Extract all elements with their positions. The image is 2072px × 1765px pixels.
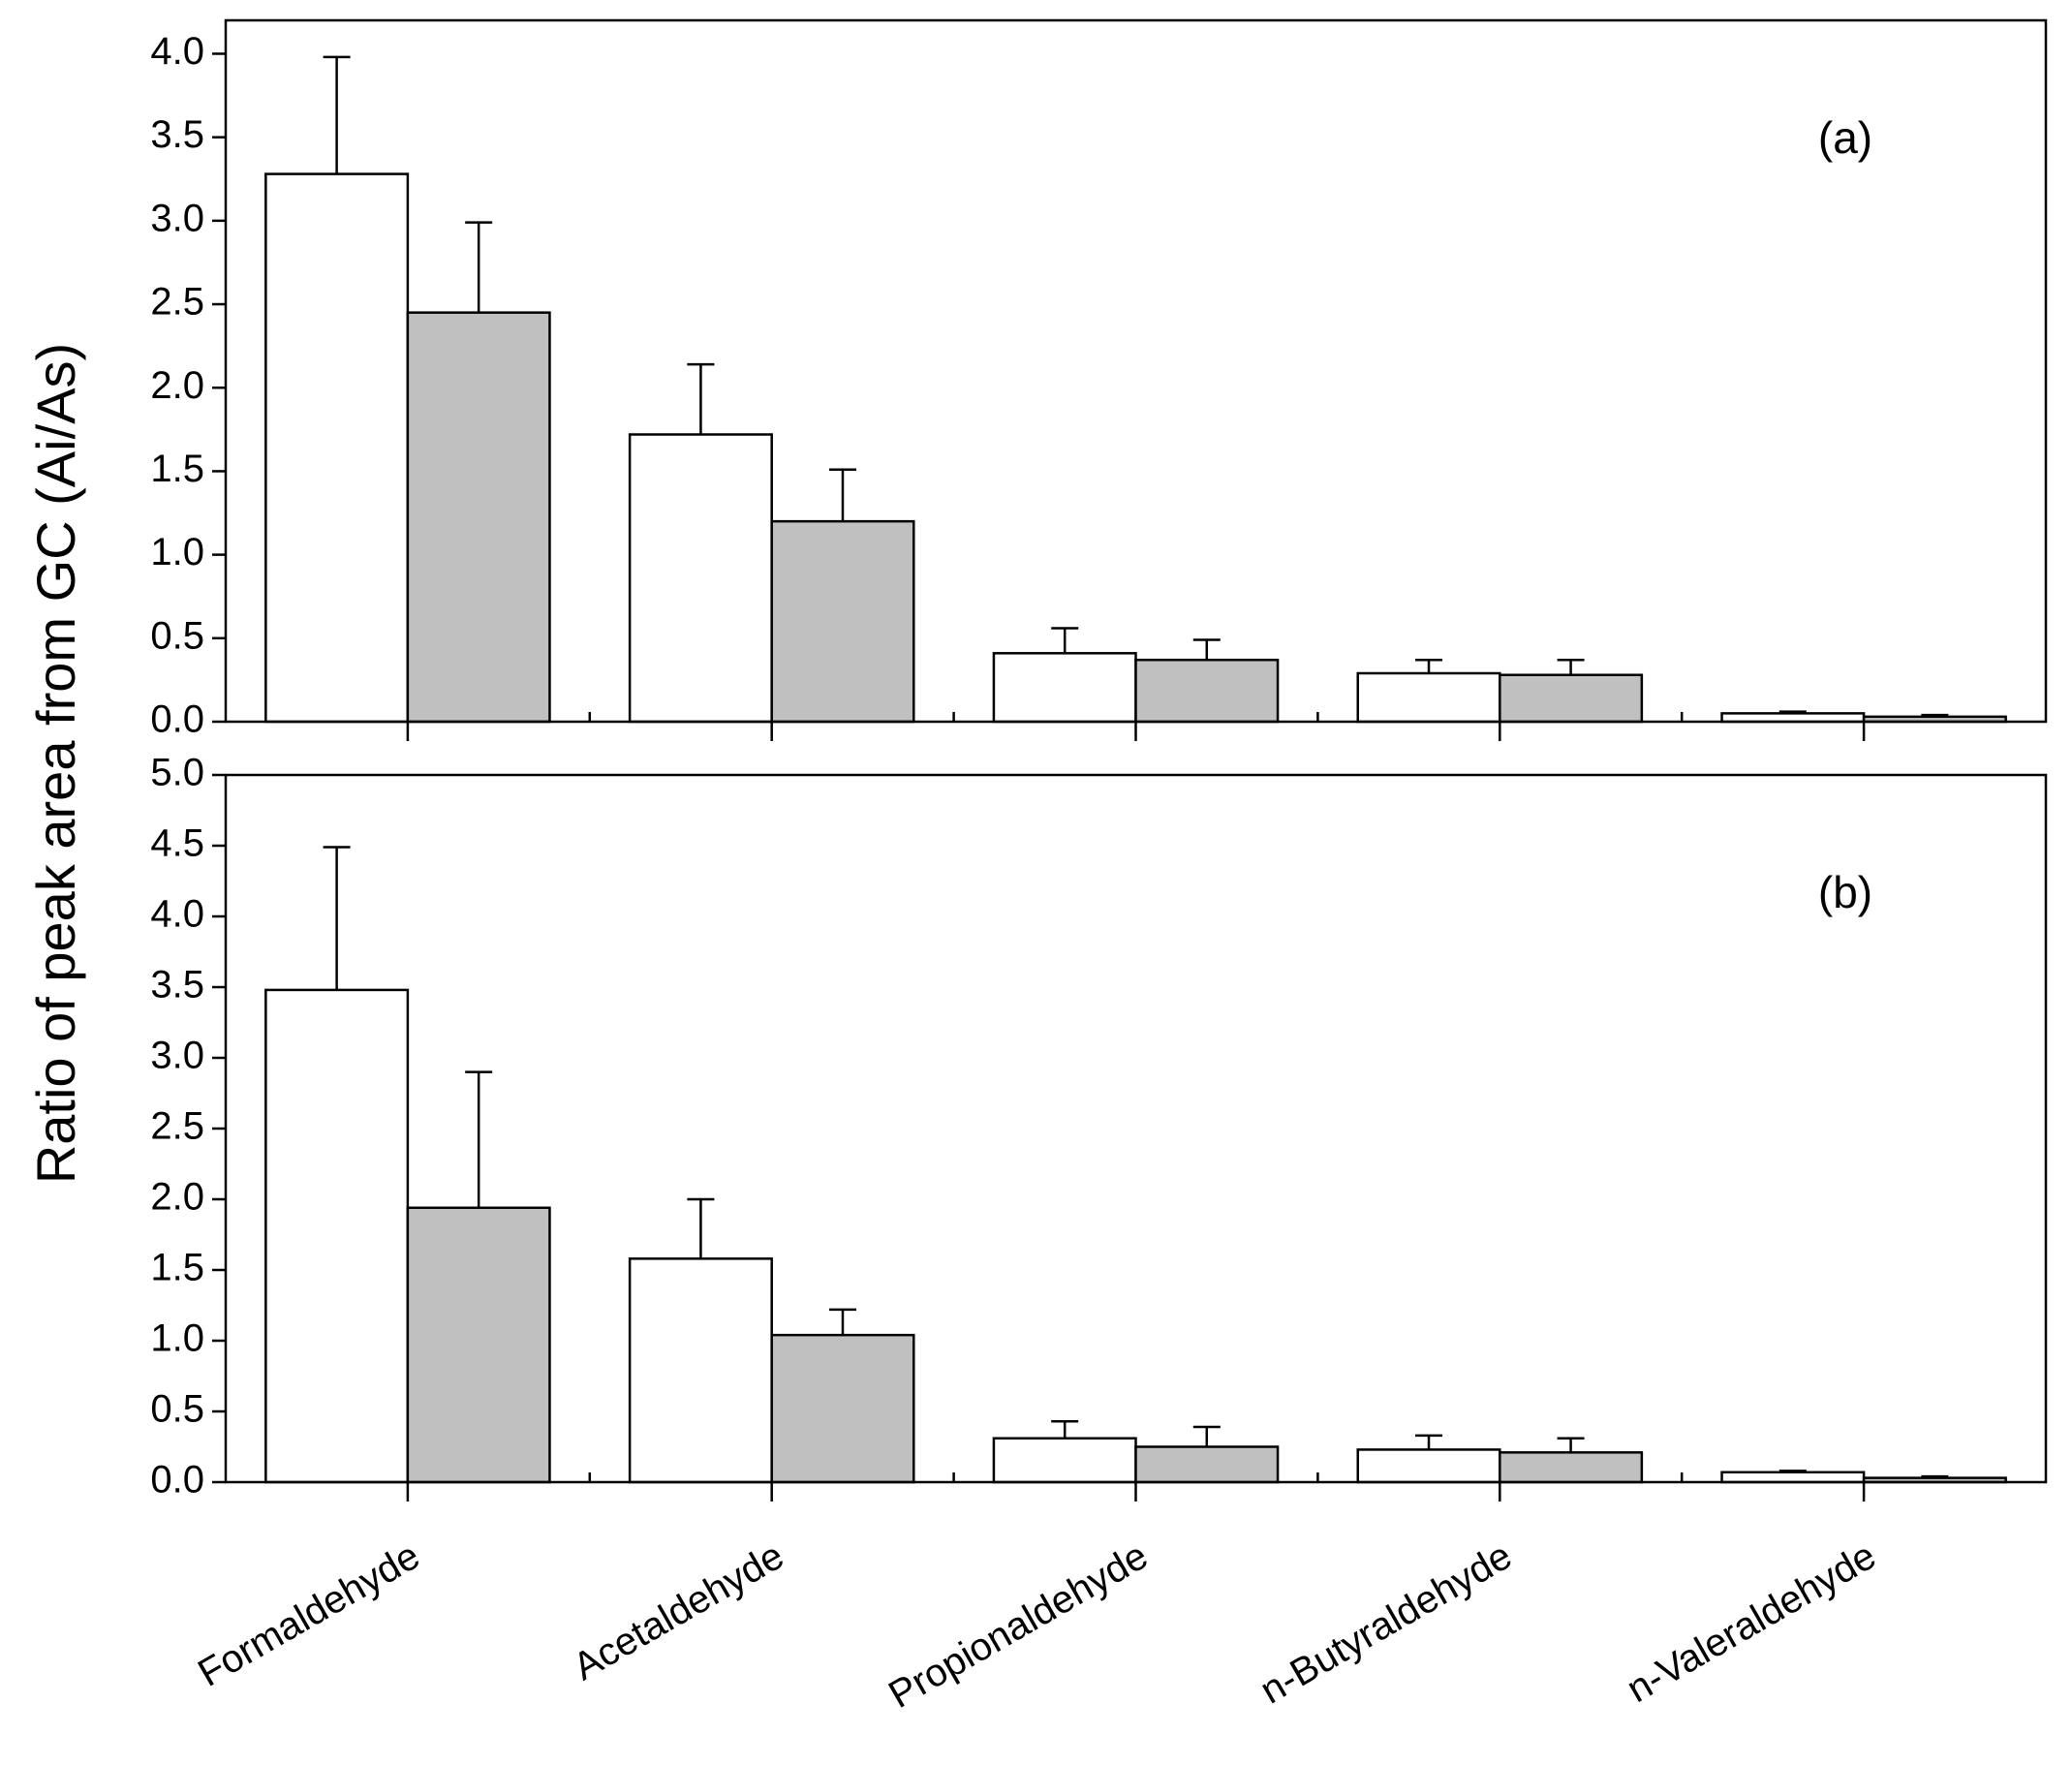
y-tick-label: 5.0 <box>150 752 204 794</box>
panel-label: (a) <box>1818 112 1872 163</box>
y-tick-label: 3.5 <box>150 113 204 156</box>
bar <box>1356 1448 1501 1484</box>
y-tick-label: 3.0 <box>150 1035 204 1077</box>
y-tick-label: 4.0 <box>150 893 204 936</box>
y-tick-label: 2.5 <box>150 281 204 324</box>
bar <box>1356 671 1501 724</box>
bar <box>1720 1471 1866 1484</box>
y-tick-label: 4.0 <box>150 30 204 73</box>
bar <box>628 1257 773 1484</box>
bar <box>628 433 773 724</box>
bar <box>406 311 551 724</box>
y-tick-label: 1.5 <box>150 1247 204 1289</box>
x-tick-label: Acetaldehyde <box>567 1534 791 1688</box>
bar <box>992 652 1137 724</box>
bar <box>1499 673 1644 724</box>
bar <box>264 172 410 724</box>
x-tick-label: n-Valeraldehyde <box>1620 1534 1883 1711</box>
y-tick-label: 2.0 <box>150 364 204 407</box>
bar <box>1499 1451 1644 1484</box>
y-tick-label: 1.5 <box>150 448 204 490</box>
y-tick-label: 0.0 <box>150 698 204 741</box>
bar <box>770 1333 915 1484</box>
bar <box>992 1437 1137 1484</box>
y-tick-label: 3.0 <box>150 197 204 239</box>
bar <box>770 519 915 724</box>
bar <box>264 988 410 1484</box>
x-tick-label: Formaldehyde <box>191 1534 426 1695</box>
panel-label: (b) <box>1818 867 1872 917</box>
plot-frame <box>224 773 2048 1484</box>
y-tick-label: 2.5 <box>150 1105 204 1148</box>
y-tick-label: 0.5 <box>150 1388 204 1431</box>
bar <box>1720 712 1866 724</box>
x-tick-label: n-Butyraldehyde <box>1253 1534 1519 1713</box>
y-tick-label: 4.5 <box>150 822 204 865</box>
y-tick-label: 2.0 <box>150 1176 204 1219</box>
y-tick-label: 1.0 <box>150 531 204 573</box>
bar <box>406 1206 551 1484</box>
y-tick-label: 0.0 <box>150 1459 204 1502</box>
y-tick-label: 0.5 <box>150 614 204 657</box>
y-tick-label: 3.5 <box>150 964 204 1006</box>
x-tick-label: Propionaldehyde <box>881 1534 1155 1717</box>
bar <box>1134 658 1280 724</box>
y-tick-label: 1.0 <box>150 1317 204 1360</box>
bar <box>1134 1445 1280 1484</box>
y-axis-label: Ratio of peak area from GC (Ai/As) <box>25 343 86 1184</box>
plot-frame <box>224 18 2048 724</box>
